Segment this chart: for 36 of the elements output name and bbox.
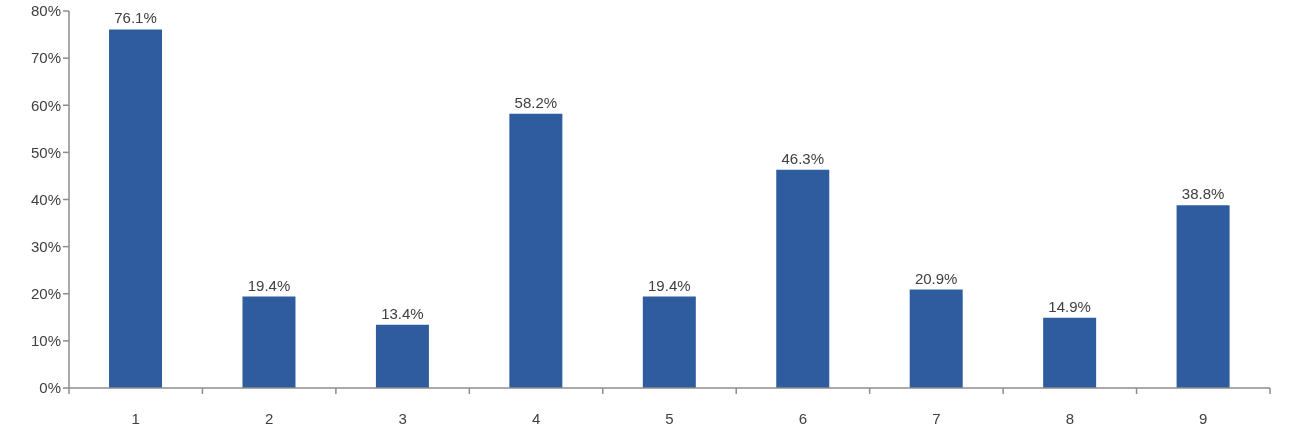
data-label: 14.9% xyxy=(1048,297,1091,315)
data-label: 19.4% xyxy=(648,276,691,294)
x-tick-label: 8 xyxy=(1065,410,1075,427)
data-label: 58.2% xyxy=(514,93,558,111)
x-tick-label: 4 xyxy=(531,410,541,427)
data-label: 20.9% xyxy=(914,269,958,287)
y-tick-label: 30% xyxy=(30,237,61,255)
bar xyxy=(109,29,163,388)
data-label: 13.4% xyxy=(381,304,424,322)
x-tick-label: 2 xyxy=(264,410,274,427)
bar xyxy=(909,289,963,388)
data-label: 76.1% xyxy=(114,9,157,27)
x-tick-label: 7 xyxy=(932,410,941,427)
bar xyxy=(509,113,563,388)
x-tick-label: 9 xyxy=(1199,410,1208,427)
y-tick-label: 0% xyxy=(39,379,61,397)
bar xyxy=(642,296,696,388)
x-tick-label: 3 xyxy=(398,410,407,427)
x-tick-label: 6 xyxy=(798,410,808,427)
x-tick-label: 1 xyxy=(131,410,140,427)
y-tick-label: 40% xyxy=(30,190,61,208)
x-tick-label: 5 xyxy=(665,410,674,427)
y-tick-label: 80% xyxy=(30,2,61,20)
bar xyxy=(242,296,296,388)
data-label: 19.4% xyxy=(247,276,291,294)
y-tick-label: 10% xyxy=(30,332,61,350)
bar xyxy=(375,324,429,388)
y-tick-label: 20% xyxy=(30,285,61,303)
y-tick-label: 50% xyxy=(30,143,61,161)
y-tick-label: 60% xyxy=(30,96,61,114)
bar xyxy=(1176,205,1230,388)
bar xyxy=(776,169,830,388)
data-label: 38.8% xyxy=(1181,185,1225,203)
y-tick-label: 70% xyxy=(30,49,61,67)
bar xyxy=(1043,317,1097,388)
data-label: 46.3% xyxy=(781,149,825,167)
